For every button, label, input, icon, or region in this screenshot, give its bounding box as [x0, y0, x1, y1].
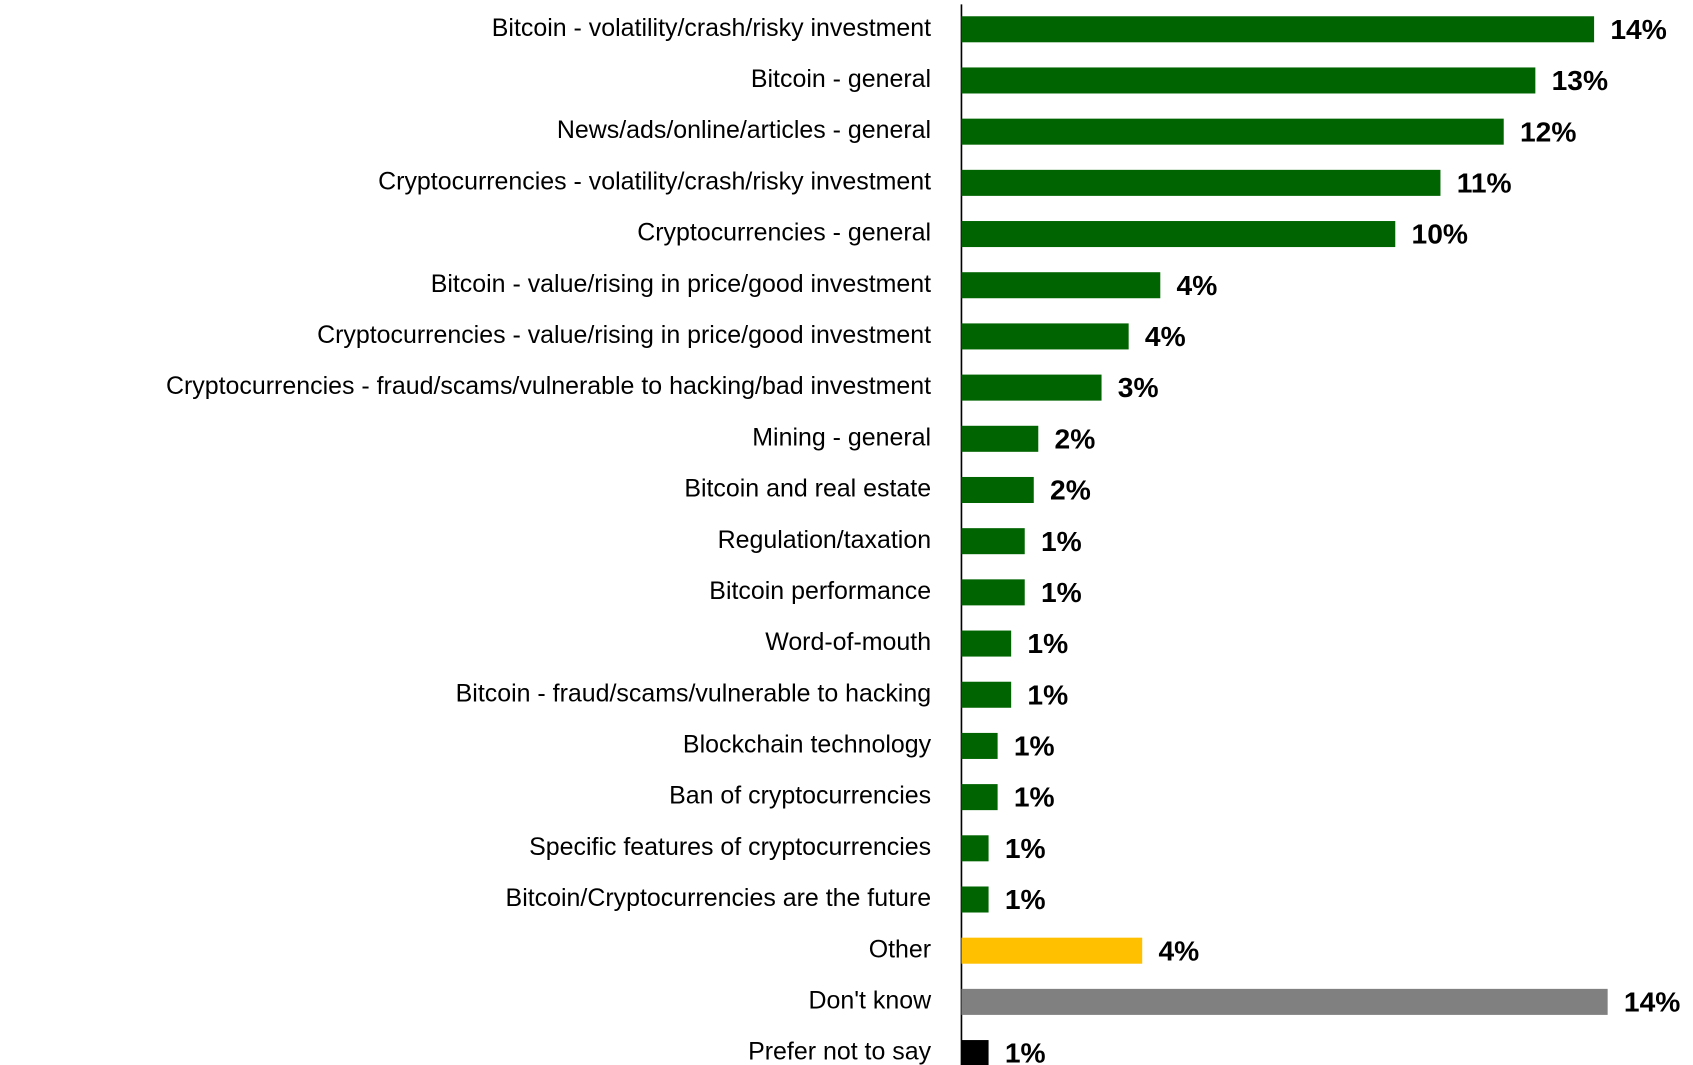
bar — [961, 988, 1608, 1015]
category-label: Don't know — [808, 986, 932, 1014]
value-label: 4% — [1177, 269, 1218, 301]
bar — [961, 681, 1012, 708]
value-label: 1% — [1005, 832, 1046, 864]
category-label: Mining - general — [752, 423, 931, 451]
category-label: Specific features of cryptocurrencies — [529, 833, 931, 861]
category-label: Bitcoin and real estate — [684, 475, 931, 503]
value-label: 3% — [1118, 371, 1159, 403]
category-label: Ban of cryptocurrencies — [669, 782, 931, 810]
category-label: Bitcoin performance — [709, 577, 931, 605]
bar — [961, 886, 989, 913]
value-label: 1% — [1005, 1037, 1046, 1065]
value-label: 1% — [1027, 678, 1068, 710]
bar — [961, 835, 989, 862]
category-label: News/ads/online/articles - general — [557, 116, 931, 144]
value-label: 2% — [1050, 474, 1091, 506]
category-label: Cryptocurrencies - fraud/scams/vulnerabl… — [166, 372, 931, 400]
bar — [961, 579, 1025, 606]
bar — [961, 272, 1161, 299]
category-label: Bitcoin - value/rising in price/good inv… — [431, 270, 931, 298]
bar — [961, 784, 998, 811]
category-label: Cryptocurrencies - value/rising in price… — [317, 321, 931, 349]
bar — [961, 374, 1102, 401]
category-label: Prefer not to say — [748, 1038, 931, 1065]
bar — [961, 169, 1441, 196]
value-label: 1% — [1014, 730, 1055, 762]
category-label: Blockchain technology — [683, 731, 932, 759]
value-label: 13% — [1552, 64, 1608, 96]
value-label: 1% — [1041, 576, 1082, 608]
category-label: Bitcoin/Cryptocurrencies are the future — [506, 884, 932, 912]
bar — [961, 16, 1595, 43]
category-label: Other — [869, 935, 931, 963]
value-label: 1% — [1014, 781, 1055, 813]
value-label: 1% — [1041, 525, 1082, 557]
bar — [961, 528, 1025, 555]
category-label: Regulation/taxation — [718, 526, 932, 554]
category-label: Bitcoin - fraud/scams/vulnerable to hack… — [456, 679, 931, 707]
value-label: 12% — [1520, 115, 1576, 147]
value-label: 1% — [1027, 627, 1068, 659]
bar — [961, 1040, 989, 1065]
value-label: 14% — [1624, 986, 1680, 1018]
bar — [961, 630, 1012, 657]
category-label: Cryptocurrencies - volatility/crash/risk… — [378, 167, 931, 195]
bar — [961, 221, 1396, 248]
category-label: Bitcoin - general — [751, 65, 931, 93]
category-label: Word-of-mouth — [765, 628, 931, 656]
bar — [961, 476, 1034, 504]
value-label: 2% — [1055, 422, 1096, 454]
value-label: 10% — [1412, 218, 1468, 250]
category-label: Cryptocurrencies - general — [637, 219, 931, 247]
bar — [961, 118, 1504, 145]
value-label: 1% — [1005, 883, 1046, 915]
value-label: 4% — [1158, 934, 1199, 966]
category-label: Bitcoin - volatility/crash/risky investm… — [492, 14, 931, 42]
bar — [961, 937, 1143, 964]
value-label: 4% — [1145, 320, 1186, 352]
bar — [961, 732, 998, 759]
value-label: 14% — [1610, 13, 1666, 45]
bar — [961, 67, 1536, 94]
value-label: 11% — [1457, 166, 1512, 198]
bar — [961, 425, 1039, 452]
bar — [961, 323, 1129, 350]
